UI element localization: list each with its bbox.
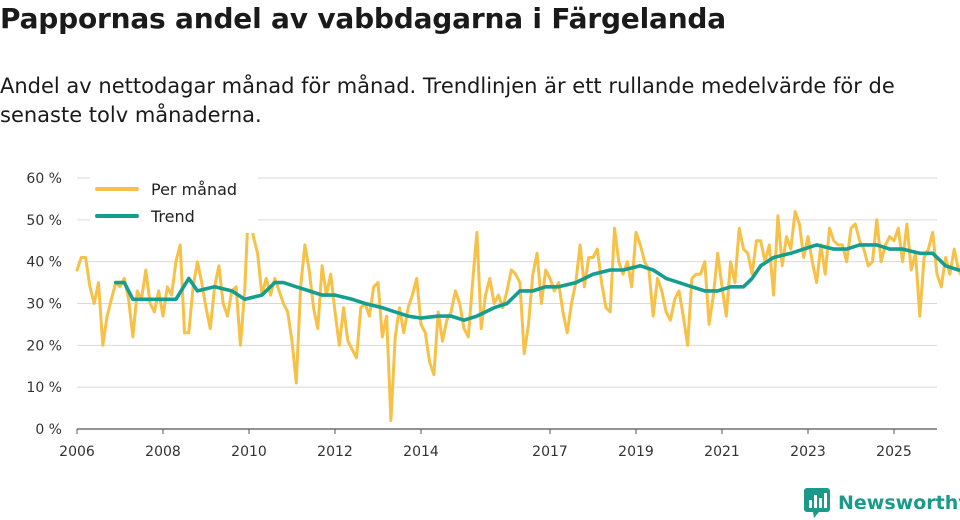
legend-background [90,175,258,233]
y-tick-label: 50 % [26,213,62,229]
y-tick-label: 60 % [26,171,62,187]
x-axis: 2006 2008 2010 2012 2014 2017 2019 2021 2023 2025 [59,428,937,460]
y-tick-label: 40 % [26,255,62,271]
brand-name: Newsworthy [838,492,960,514]
y-tick-label: 30 % [26,297,62,313]
series-line-per-manad [75,193,960,423]
brand-logo: Newsworthy [804,488,960,518]
legend-label-trend: Trend [150,207,195,226]
x-tick-label: 2025 [876,444,912,460]
bar-chart-logo-icon [804,488,830,518]
x-tick-label: 2006 [59,444,95,460]
x-tick-label: 2012 [317,444,353,460]
x-tick-label: 2017 [532,444,568,460]
x-tick-label: 2008 [145,444,181,460]
x-tick-label: 2014 [403,444,439,460]
x-tick-label: 2023 [790,444,826,460]
x-tick-label: 2021 [704,444,740,460]
y-tick-label: 20 % [26,338,62,354]
legend: Per månad Trend [90,175,258,233]
x-tick-label: 2019 [618,444,654,460]
x-tick-label: 2010 [231,444,267,460]
y-axis: 0 % 10 % 20 % 30 % 40 % 50 % 60 % [26,171,62,438]
series-layer [75,193,960,423]
chart-title: Pappornas andel av vabbdagarna i Färgela… [0,2,726,35]
y-tick-label: 10 % [26,380,62,396]
chart-area: 0 % 10 % 20 % 30 % 40 % 50 % 60 % 2006 2008 2010… [26,171,960,460]
series-line-trend [113,243,960,322]
y-tick-label: 0 % [35,422,62,438]
chart-subtitle: Andel av nettodagar månad för månad. Tre… [0,74,895,127]
legend-label-per-manad: Per månad [151,180,237,199]
